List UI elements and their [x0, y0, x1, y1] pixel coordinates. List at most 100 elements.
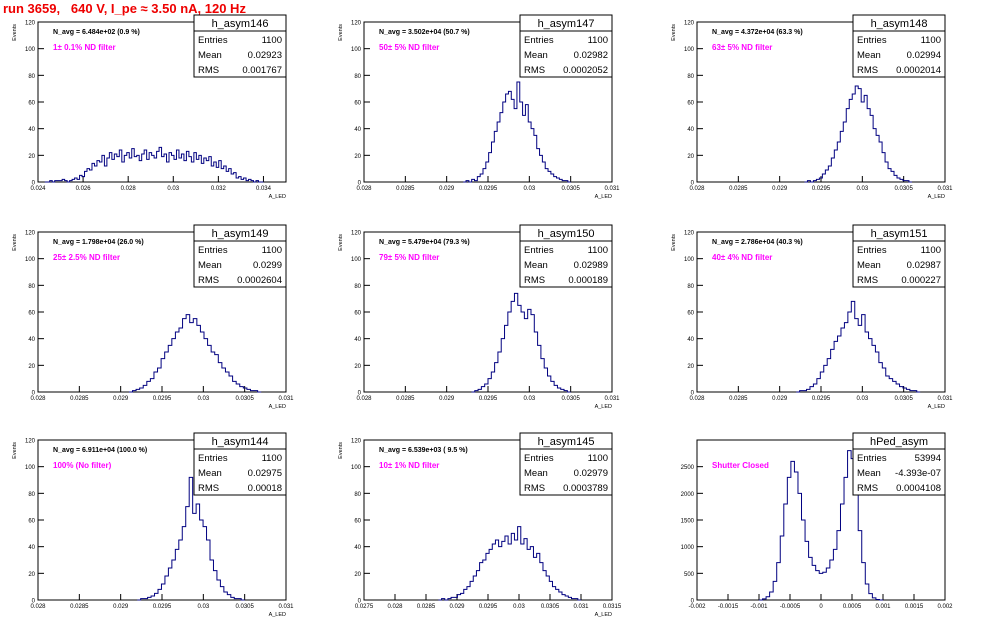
histogram-bin: [127, 153, 129, 182]
histogram-bin: [766, 597, 770, 600]
histogram-bin: [557, 178, 560, 182]
histogram-bin: [869, 594, 873, 600]
histogram-line: [128, 314, 262, 393]
histogram-bin: [179, 328, 183, 392]
y-tick-label: 80: [687, 74, 694, 80]
histogram-bin: [495, 363, 498, 392]
histogram-bin: [828, 166, 831, 182]
stats-rms-label: RMS: [524, 65, 545, 76]
y-tick-label: 1000: [681, 545, 695, 551]
y-axis-title: Events: [671, 234, 677, 251]
filter-label: Shutter Closed: [712, 461, 769, 470]
histogram-bin: [521, 544, 524, 600]
histogram-bin: [224, 592, 227, 600]
histogram-bin: [62, 179, 64, 182]
histogram-bin: [846, 109, 849, 182]
histogram-bin: [142, 154, 144, 182]
histogram-bin: [802, 520, 806, 600]
y-tick-label: 20: [354, 572, 361, 578]
histogram-bin: [831, 349, 834, 392]
histogram-bin: [906, 389, 909, 392]
histogram-bin: [551, 381, 554, 392]
x-axis-title: A_LED: [928, 404, 945, 410]
x-tick-label: 0.028: [30, 396, 46, 402]
x-tick-label: 0.0285: [396, 396, 415, 402]
histogram-bin: [534, 135, 537, 182]
histogram-bin: [222, 368, 226, 392]
histogram-bin: [150, 379, 154, 392]
histogram-bin: [208, 345, 212, 392]
stats-box: [852, 14, 946, 78]
histogram-bin: [218, 363, 222, 392]
filter-label: 1± 0.1% ND filter: [53, 43, 116, 52]
stats-mean-label: Mean: [857, 260, 881, 271]
pad-h_asym147: 0 20 40 60 80 100 120 0.028 0.0285 0.029 0.0295 0.0…: [338, 14, 620, 200]
histogram-bin: [540, 155, 543, 182]
histogram-name: h_asym144: [212, 436, 269, 448]
stats-entries-value: 1100: [262, 453, 282, 464]
y-axis-title: Events: [338, 234, 344, 251]
histogram-bin: [556, 589, 559, 600]
histogram-bin: [514, 293, 517, 392]
histogram-bin: [94, 166, 96, 182]
histogram-bin: [221, 169, 223, 182]
x-tick-label: 0.03: [197, 604, 209, 610]
histogram-bin: [505, 536, 508, 600]
histogram-bin: [50, 181, 52, 182]
y-tick-label: 100: [25, 47, 36, 53]
histogram-bin: [472, 179, 475, 182]
histogram-bin: [511, 99, 514, 182]
y-tick-label: 500: [684, 572, 695, 578]
y-tick-label: 120: [351, 439, 362, 445]
histogram-bin: [480, 563, 483, 600]
stats-mean-label: Mean: [198, 468, 222, 479]
histogram-bin: [506, 94, 509, 182]
x-tick-label: -0.0015: [718, 604, 739, 610]
histogram-bin: [196, 504, 199, 600]
histogram-bin: [870, 115, 873, 182]
histogram-bin: [499, 547, 502, 600]
navg-label: N_avg = 6.911e+04 (100.0 %): [53, 447, 147, 454]
y-tick-label: 2000: [681, 492, 695, 498]
stats-rms-value: 0.0002014: [896, 65, 941, 76]
histogram-bin: [65, 181, 67, 182]
histogram-bin: [903, 181, 906, 182]
histogram-bin: [190, 323, 194, 392]
histogram-bin: [234, 173, 236, 182]
histogram-bin: [107, 158, 109, 182]
histogram-bin: [564, 391, 567, 392]
histogram-bin: [157, 151, 159, 182]
stats-mean-label: Mean: [198, 260, 222, 271]
histogram-bin: [840, 131, 843, 182]
histogram-bin: [544, 368, 547, 392]
histogram-bin: [147, 159, 149, 182]
histogram-bin: [229, 376, 233, 392]
histogram-bin: [70, 181, 72, 182]
histogram-bin: [184, 161, 186, 182]
histogram-bin: [875, 352, 878, 392]
pad-h_asym145: 0 20 40 60 80 100 120 0.0275 0.028 0.0285 0.029 0.0…: [338, 432, 622, 618]
histogram-bin: [481, 387, 484, 392]
x-tick-label: 0.0305: [894, 186, 913, 192]
pad-h_asym146: 0 20 40 60 80 100 120 0.024 0.026 0.028 0.03 0.032 0…: [12, 14, 287, 200]
histogram-bin: [224, 166, 226, 182]
histogram-bin: [803, 391, 806, 392]
histogram-name: h_asym151: [871, 228, 928, 240]
x-tick-label: 0.028: [689, 396, 705, 402]
histogram-bin: [475, 181, 478, 182]
histogram-bin: [554, 177, 557, 182]
histogram-bin: [129, 158, 131, 182]
histogram-bin: [175, 332, 179, 392]
y-axis-title: Events: [12, 442, 18, 459]
x-tick-label: 0.0295: [479, 604, 498, 610]
x-tick-label: 0.0285: [729, 186, 748, 192]
histogram-bin: [243, 388, 247, 392]
x-tick-label: 0.0285: [729, 396, 748, 402]
histogram-bin: [102, 155, 104, 182]
x-tick-label: 0.029: [113, 396, 129, 402]
histogram-bin: [183, 319, 187, 392]
histogram-bin: [879, 142, 882, 182]
x-tick-label: 0.031: [573, 604, 589, 610]
histogram-bin: [855, 86, 858, 182]
histogram-bin: [97, 161, 99, 182]
